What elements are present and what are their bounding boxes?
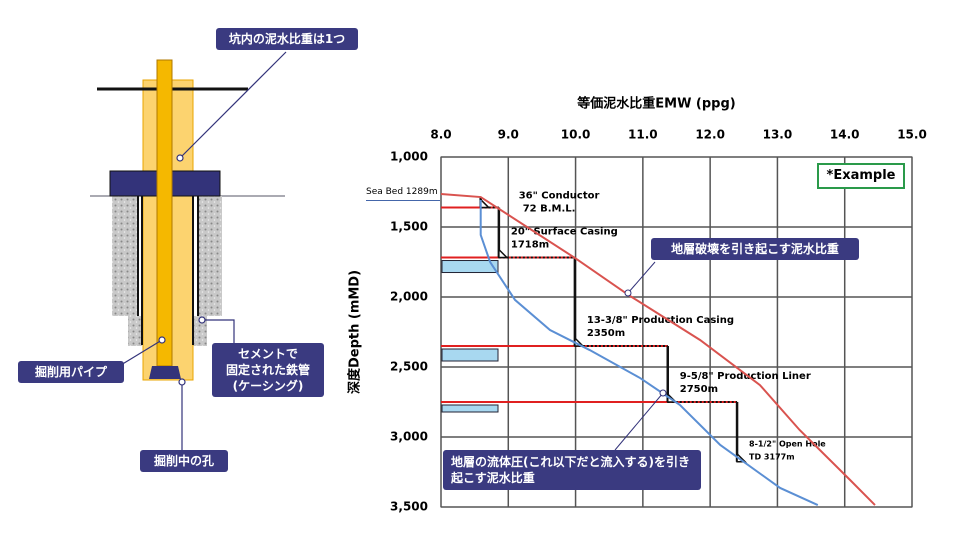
label-hole: 掘削中の孔 [140, 450, 228, 472]
x-tick-label: 14.0 [830, 128, 860, 142]
cement-box [441, 260, 499, 274]
casing-depth-label: 2350m [587, 328, 625, 339]
cement-box [441, 348, 499, 362]
y-tick-label: 3,000 [390, 430, 428, 444]
example-badge: *Example [817, 163, 905, 189]
label-mud: 坑内の泥水比重は1つ [216, 28, 358, 50]
drill-pipe [156, 59, 173, 367]
x-tick-label: 10.0 [561, 128, 591, 142]
series-callout: 地層破壊を引き起こす泥水比重 [651, 238, 859, 260]
y-tick-label: 1,500 [390, 220, 428, 234]
label-casing: セメントで 固定された鉄管 (ケーシング) [212, 343, 324, 397]
casing-name: 20" Surface Casing [511, 227, 618, 238]
cement-box [441, 404, 499, 413]
label-line: (ケーシング) [232, 379, 304, 393]
bit [149, 366, 181, 379]
cement [193, 316, 207, 346]
callout-dot [659, 389, 667, 397]
label-line: 固定された鉄管 [225, 363, 310, 377]
well-diagram [90, 51, 287, 450]
casing-depth-label: 72 B.M.L. [523, 203, 576, 214]
y-tick-label: 1,000 [390, 150, 428, 164]
series-line [440, 192, 876, 506]
casing-depth-label: 1718m [511, 240, 549, 251]
y-tick-label: 3,500 [390, 500, 428, 514]
y-tick-label: 2,500 [390, 360, 428, 374]
callout-pointer [614, 392, 664, 451]
casing-name: 8-1/2" Open Hole [749, 439, 826, 448]
x-tick-label: 15.0 [897, 128, 927, 142]
casing-shoe [498, 247, 509, 259]
label-line: セメントで [238, 347, 298, 361]
casing-name: 13-3/8" Production Casing [587, 315, 734, 326]
casing-name: 9-5/8" Production Liner [680, 371, 811, 382]
x-tick-label: 13.0 [763, 128, 793, 142]
y-tick-label: 2,000 [390, 290, 428, 304]
label-pipe: 掘削用パイプ [18, 361, 124, 383]
pointers [115, 51, 287, 450]
casing-name: 36" Conductor [519, 190, 600, 201]
series-line [479, 199, 819, 506]
x-tick-label: 8.0 [430, 128, 451, 142]
seabed-label: Sea Bed 1289m [366, 187, 438, 197]
casing-lines [137, 196, 199, 345]
x-axis-title: 等価泥水比重EMW (ppg) [576, 96, 735, 112]
casing-shoe [667, 392, 678, 403]
casing-depth-label: TD 3177m [749, 452, 794, 461]
plot-area [440, 156, 913, 508]
y-axis-title: 深度Depth (mMD) [347, 270, 363, 394]
casing-depth-label: 2750m [680, 384, 718, 395]
x-tick-label: 9.0 [498, 128, 519, 142]
cement [198, 196, 222, 316]
cement [112, 196, 138, 316]
chart: 8.0 9.0 10.0 11.0 12.0 13.0 14.0 15.0 1,000 1,500… [347, 96, 927, 514]
callout-pointer [627, 261, 656, 294]
cement [128, 316, 142, 346]
callout-dot [624, 289, 632, 297]
series-callout: 地層の流体圧(これ以下だと流入する)を引き起こす泥水比重 [443, 450, 701, 490]
x-tick-label: 11.0 [628, 128, 658, 142]
x-tick-label: 12.0 [695, 128, 725, 142]
